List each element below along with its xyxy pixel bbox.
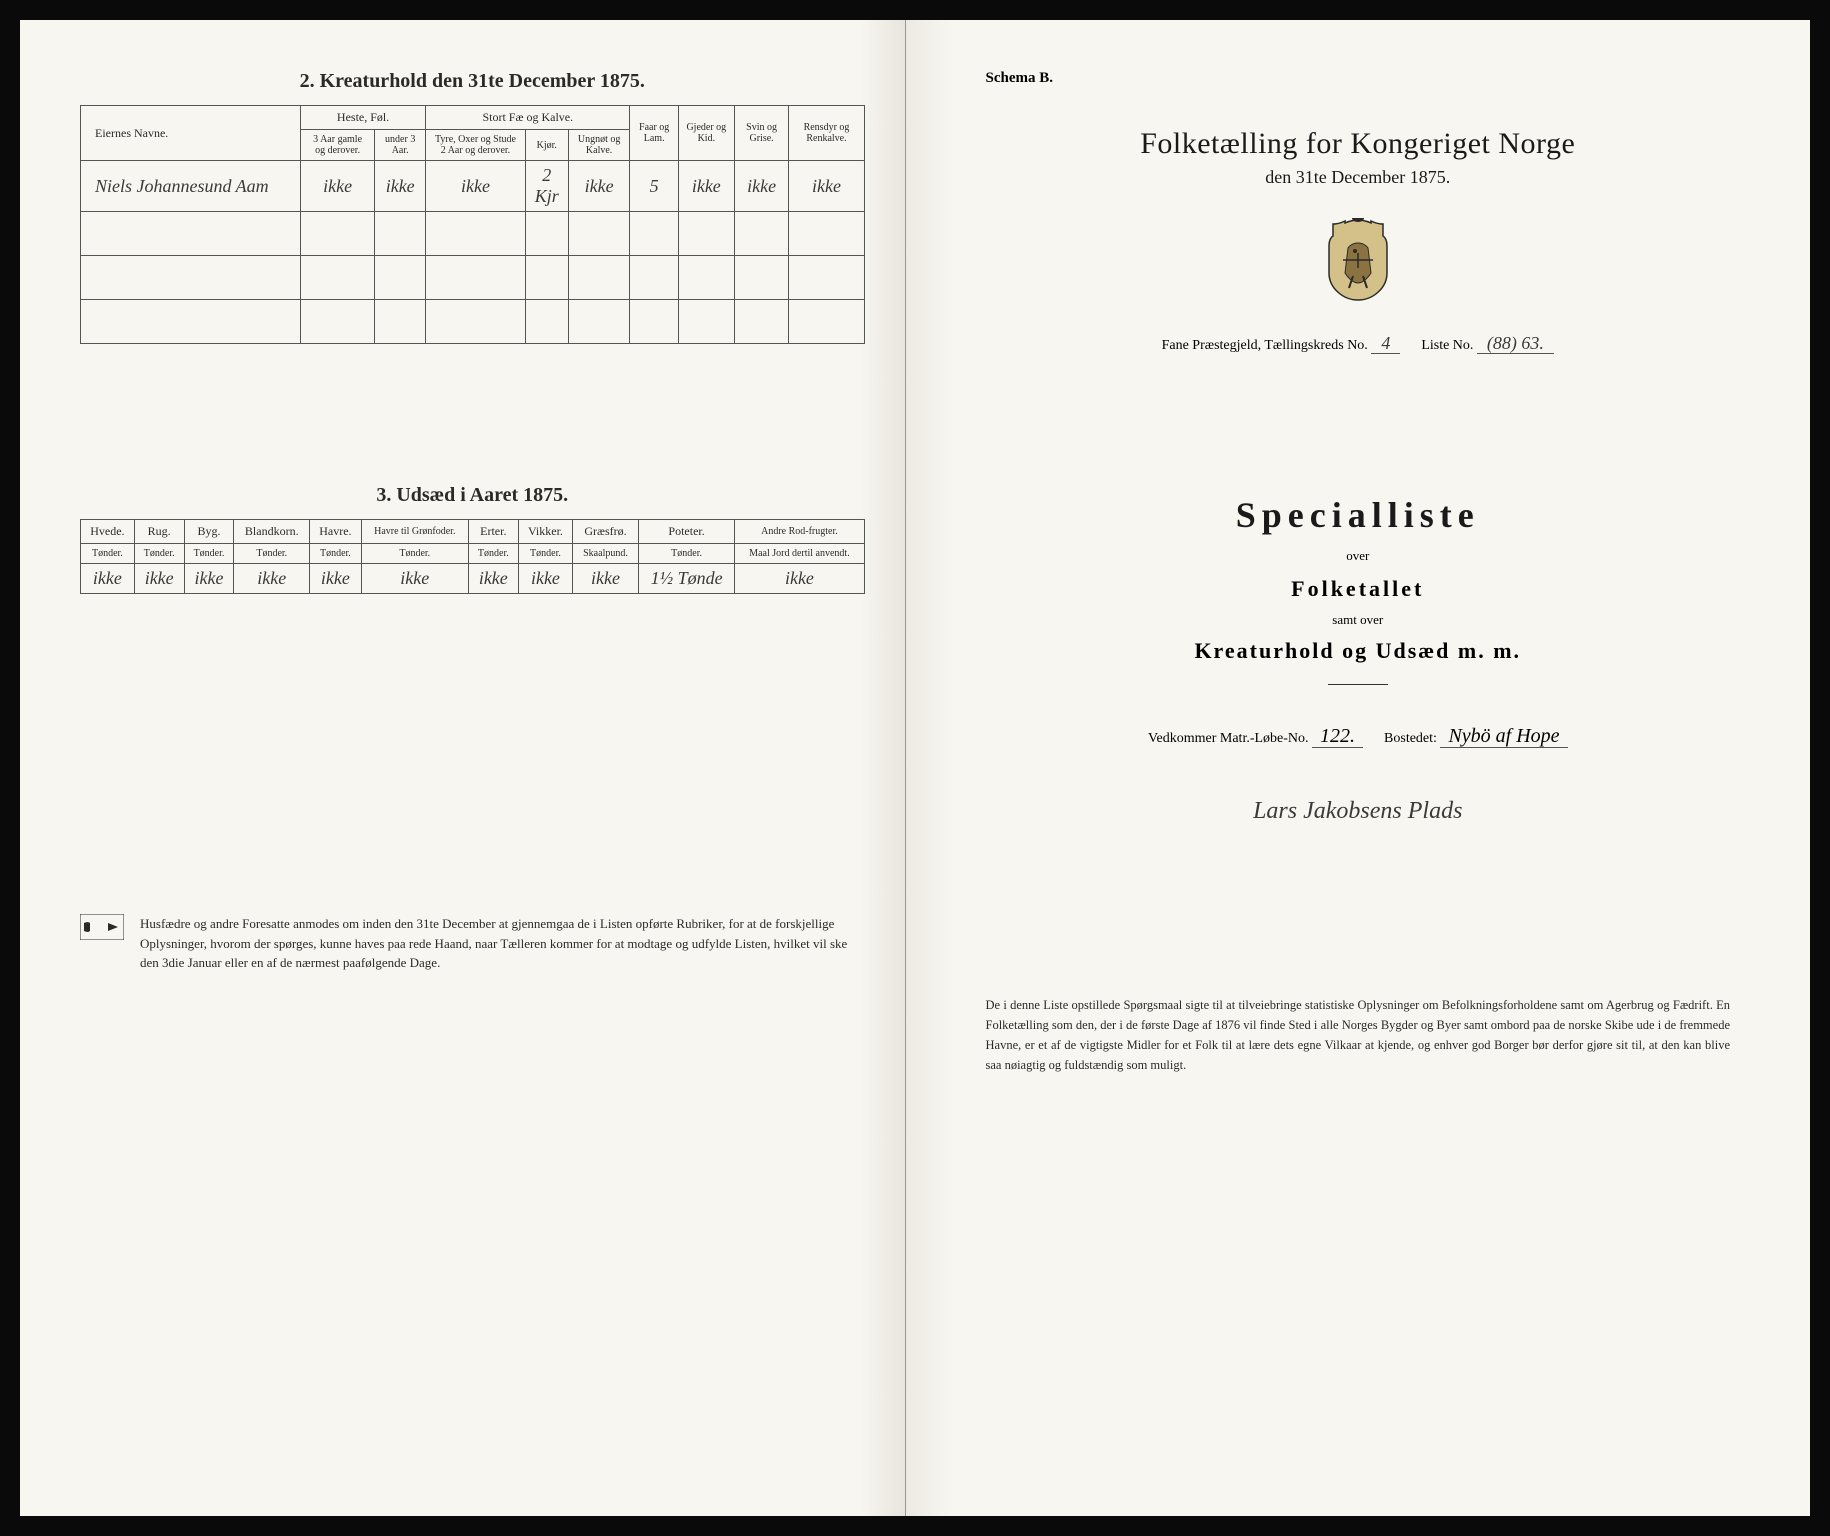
- col-cattle-sub3: Ungnøt og Kalve.: [568, 130, 630, 161]
- col-reindeer: Rensdyr og Renkalve.: [789, 106, 864, 161]
- cell: ikke: [734, 161, 789, 212]
- owner-handwriting: Lars Jakobsens Plads: [966, 798, 1751, 825]
- col-goats: Gjeder og Kid.: [678, 106, 734, 161]
- cell: ikke: [301, 161, 375, 212]
- cell: ikke: [735, 564, 864, 594]
- col-horses: Heste, Føl.: [301, 106, 426, 130]
- col-horses-sub1: 3 Aar gamle og derover.: [301, 130, 375, 161]
- vedkommer-label: Vedkommer Matr.-Løbe-No.: [1148, 731, 1309, 746]
- col-horses-sub2: under 3 Aar.: [375, 130, 426, 161]
- cell: ikke: [375, 161, 426, 212]
- document-scan: 2. Kreaturhold den 31te December 1875. E…: [20, 20, 1810, 1516]
- divider: [1328, 684, 1388, 685]
- cell: 2 Kjr: [525, 161, 568, 212]
- unit: Tønder.: [310, 544, 362, 564]
- cell: ikke: [678, 161, 734, 212]
- cell: ikke: [568, 161, 630, 212]
- section3: 3. Udsæd i Aaret 1875. Hvede. Rug. Byg. …: [80, 484, 865, 594]
- col-root: Andre Rod-frugter.: [735, 520, 864, 544]
- coat-of-arms-icon: [1323, 218, 1393, 303]
- section3-title: 3. Udsæd i Aaret 1875.: [80, 484, 865, 507]
- col-vetch: Vikker.: [518, 520, 572, 544]
- instruction-notice: Husfædre og andre Foresatte anmodes om i…: [80, 914, 865, 973]
- unit: Tønder.: [81, 544, 135, 564]
- notice-text: Husfædre og andre Foresatte anmodes om i…: [140, 914, 865, 973]
- col-potatoes: Poteter.: [638, 520, 735, 544]
- unit: Tønder.: [518, 544, 572, 564]
- cell: ikke: [468, 564, 518, 594]
- col-oats: Havre.: [310, 520, 362, 544]
- col-oats-green: Havre til Grønfoder.: [361, 520, 468, 544]
- unit: Tønder.: [234, 544, 310, 564]
- cell-owner: Niels Johannesund Aam: [81, 161, 301, 212]
- matr-no: 122.: [1312, 725, 1363, 748]
- bosted-value: Nybö af Hope: [1440, 725, 1567, 748]
- left-page: 2. Kreaturhold den 31te December 1875. E…: [20, 20, 906, 1516]
- kreatur-label: Kreaturhold og Udsæd m. m.: [966, 638, 1751, 664]
- cell: ikke: [184, 564, 234, 594]
- cell: ikke: [573, 564, 639, 594]
- col-cattle-sub1: Tyre, Oxer og Stude 2 Aar og derover.: [426, 130, 526, 161]
- cell: 1½ Tønde: [638, 564, 735, 594]
- census-subtitle: den 31te December 1875.: [966, 167, 1751, 188]
- col-barley: Byg.: [184, 520, 234, 544]
- cell: ikke: [310, 564, 362, 594]
- livestock-table: Eiernes Navne. Heste, Føl. Stort Fæ og K…: [80, 105, 865, 344]
- unit: Tønder.: [638, 544, 735, 564]
- col-wheat: Hvede.: [81, 520, 135, 544]
- cell: 5: [630, 161, 679, 212]
- bottom-paragraph: De i denne Liste opstillede Spørgsmaal s…: [966, 995, 1751, 1075]
- unit: Tønder.: [468, 544, 518, 564]
- meta-prefix: Fane Præstegjeld, Tællingskreds No.: [1162, 338, 1368, 353]
- seed-table: Hvede. Rug. Byg. Blandkorn. Havre. Havre…: [80, 519, 865, 594]
- col-cattle: Stort Fæ og Kalve.: [426, 106, 630, 130]
- liste-label: Liste No.: [1421, 338, 1473, 353]
- col-grass-seed: Græsfrø.: [573, 520, 639, 544]
- table-row: [81, 300, 865, 344]
- unit: Tønder.: [134, 544, 184, 564]
- col-sheep: Faar og Lam.: [630, 106, 679, 161]
- section2-title: 2. Kreaturhold den 31te December 1875.: [80, 70, 865, 93]
- schema-label: Schema B.: [986, 70, 1751, 87]
- kreds-number: 4: [1371, 333, 1400, 354]
- liste-number: (88) 63.: [1477, 333, 1554, 354]
- folketallet-label: Folketallet: [966, 576, 1751, 602]
- table-row: Niels Johannesund Aam ikke ikke ikke 2 K…: [81, 161, 865, 212]
- cell: ikke: [361, 564, 468, 594]
- cell: ikke: [134, 564, 184, 594]
- over-label: over: [966, 548, 1751, 564]
- col-cattle-sub2: Kjør.: [525, 130, 568, 161]
- right-page: Schema B. Folketælling for Kongeriget No…: [906, 20, 1811, 1516]
- samt-label: samt over: [966, 612, 1751, 628]
- cell: ikke: [518, 564, 572, 594]
- col-rye: Rug.: [134, 520, 184, 544]
- unit: Skaalpund.: [573, 544, 639, 564]
- table-row: [81, 212, 865, 256]
- pointing-hand-icon: [80, 914, 124, 940]
- cell: ikke: [81, 564, 135, 594]
- unit: Maal Jord dertil anvendt.: [735, 544, 864, 564]
- unit: Tønder.: [361, 544, 468, 564]
- cell: ikke: [426, 161, 526, 212]
- meta-line: Fane Præstegjeld, Tællingskreds No. 4 Li…: [966, 333, 1751, 354]
- col-mixed: Blandkorn.: [234, 520, 310, 544]
- specialliste-title: Specialliste: [966, 494, 1751, 536]
- table-row: ikke ikke ikke ikke ikke ikke ikke ikke …: [81, 564, 865, 594]
- census-title: Folketælling for Kongeriget Norge: [966, 127, 1751, 161]
- col-owner-name: Eiernes Navne.: [81, 106, 301, 161]
- cell: ikke: [789, 161, 864, 212]
- vedkommer-line: Vedkommer Matr.-Løbe-No. 122. Bostedet: …: [966, 725, 1751, 748]
- bosted-label: Bostedet:: [1384, 731, 1437, 746]
- cell: ikke: [234, 564, 310, 594]
- col-peas: Erter.: [468, 520, 518, 544]
- unit: Tønder.: [184, 544, 234, 564]
- col-pigs: Svin og Grise.: [734, 106, 789, 161]
- table-row: [81, 256, 865, 300]
